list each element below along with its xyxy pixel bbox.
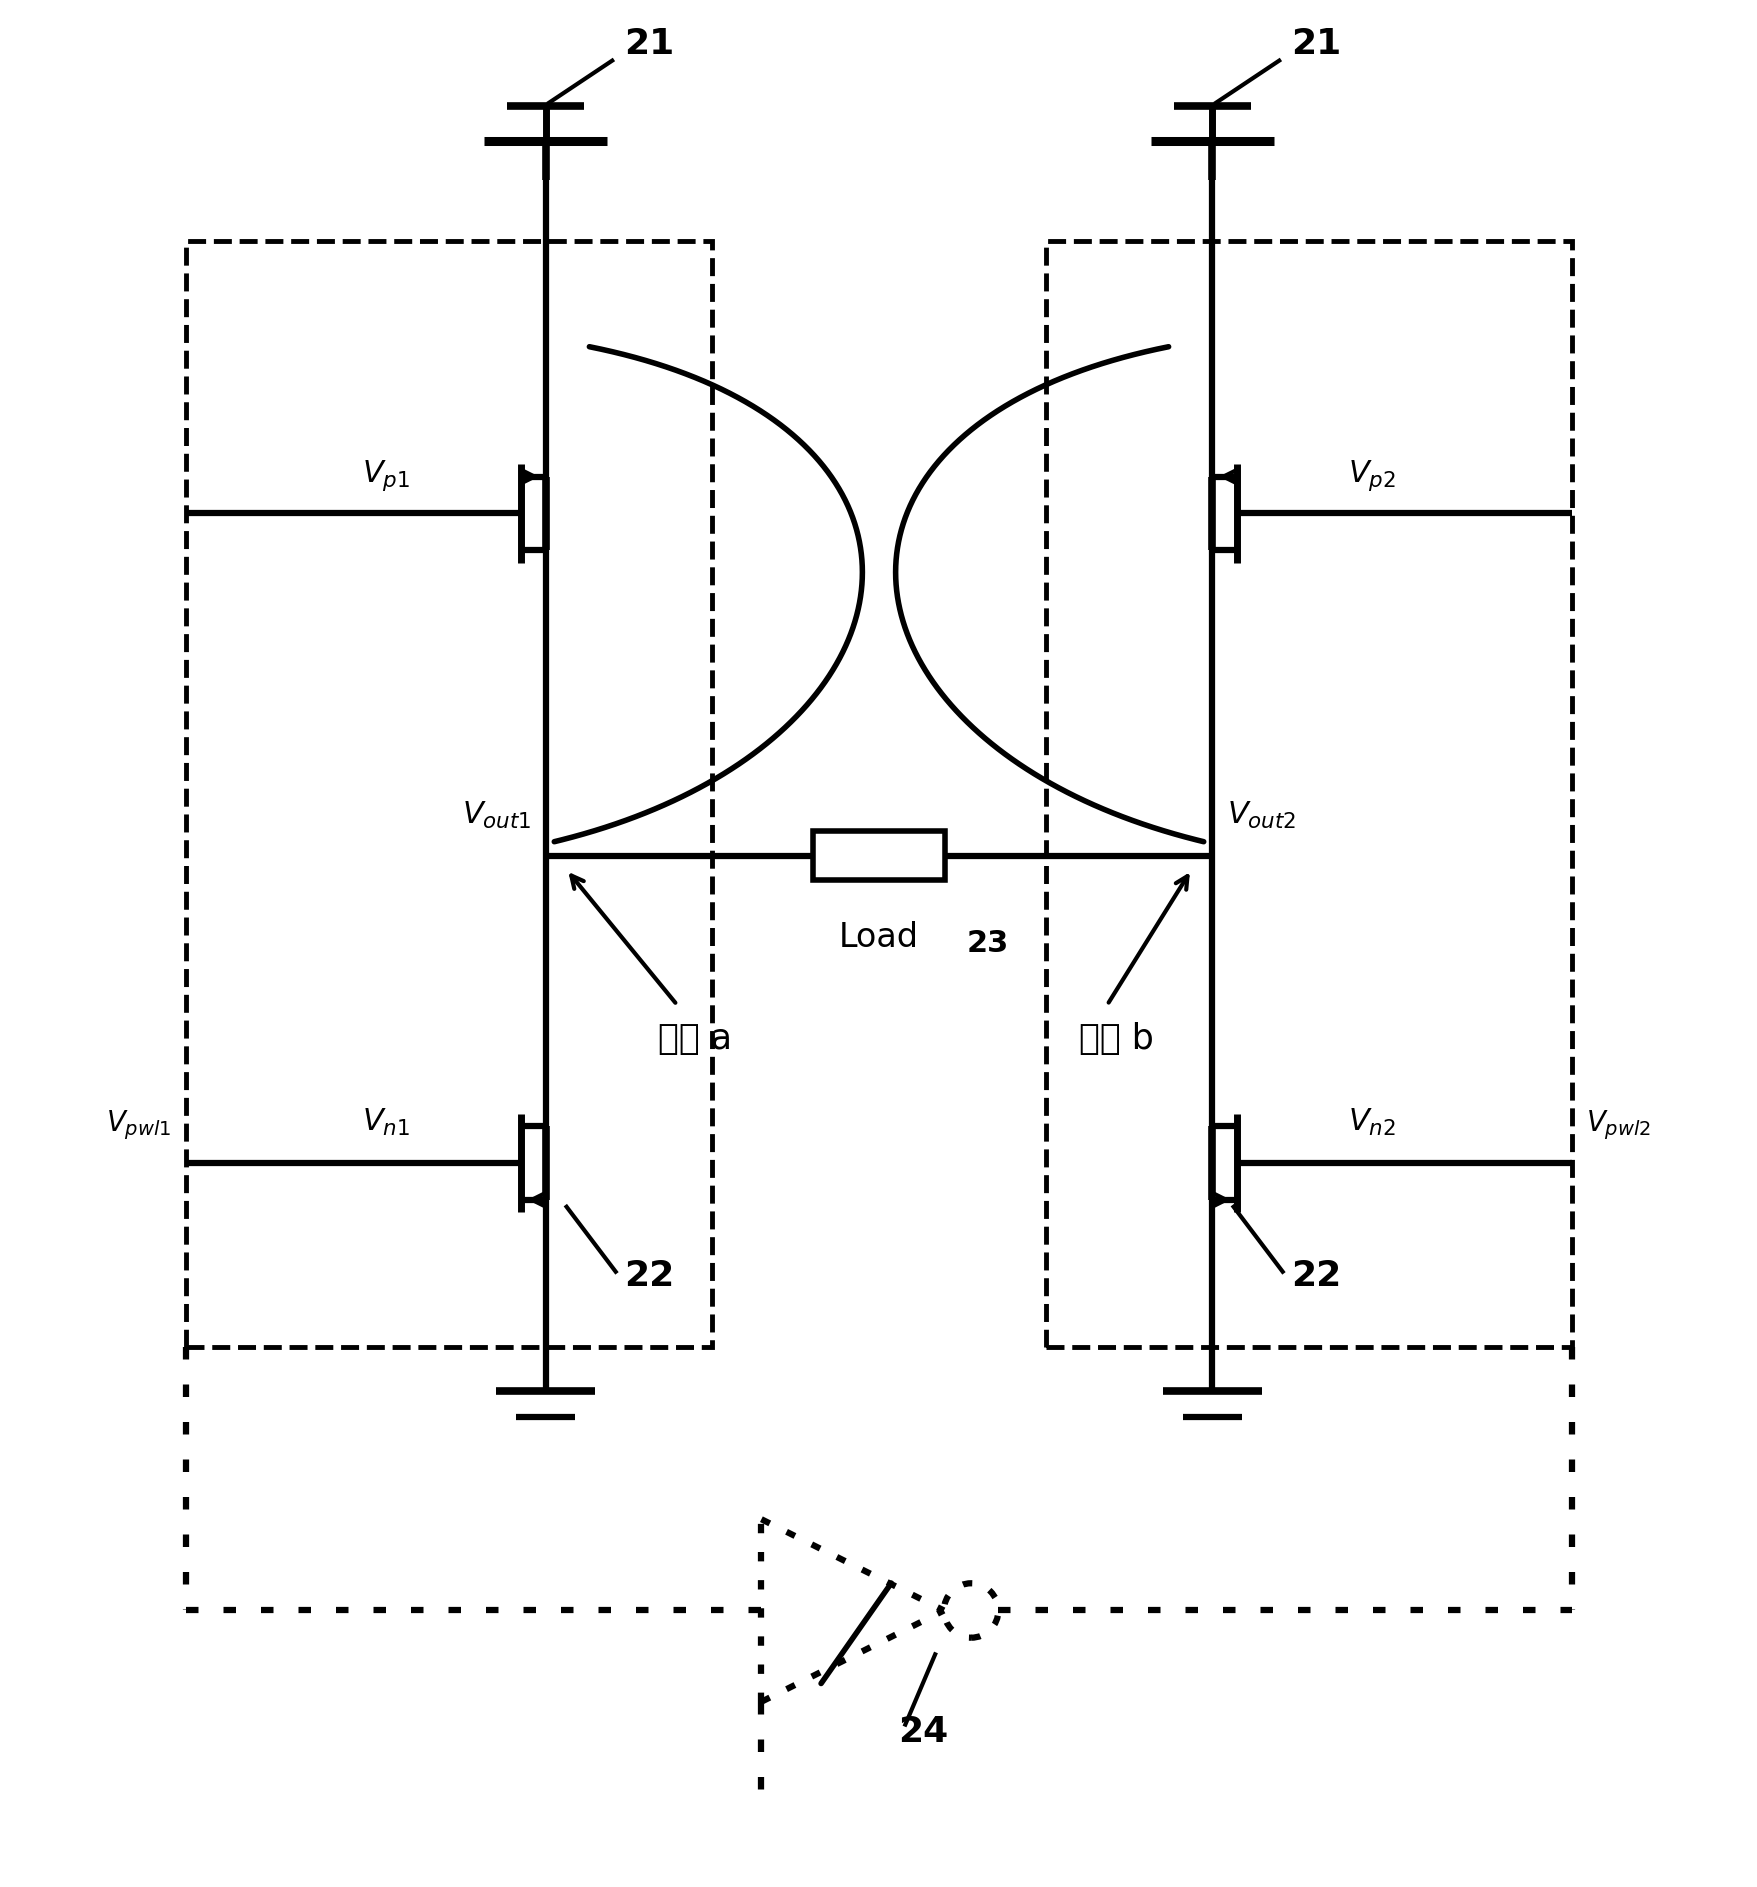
Text: $V_{out1}$: $V_{out1}$ [462,800,531,832]
Text: $V_{out2}$: $V_{out2}$ [1226,800,1295,832]
Text: 22: 22 [624,1259,675,1293]
Text: 24: 24 [898,1715,947,1749]
Text: 23: 23 [966,928,1009,959]
Text: 21: 21 [1291,26,1341,60]
Text: 21: 21 [624,26,675,60]
Bar [186,242,712,1347]
Text: $V_{n1}$: $V_{n1}$ [362,1108,409,1138]
Bar [1045,242,1571,1347]
Text: 相位 a: 相位 a [657,1023,731,1057]
Text: Load: Load [838,921,919,955]
Text: $V_{pwl2}$: $V_{pwl2}$ [1585,1108,1650,1142]
Text: $V_{pwl1}$: $V_{pwl1}$ [107,1108,172,1142]
Text: $V_{p1}$: $V_{p1}$ [362,459,409,493]
Text: $V_{p2}$: $V_{p2}$ [1348,459,1395,493]
Text: 相位 b: 相位 b [1077,1023,1153,1057]
Text: 22: 22 [1291,1259,1341,1293]
Text: $V_{n2}$: $V_{n2}$ [1348,1108,1395,1138]
Bar [813,830,944,881]
